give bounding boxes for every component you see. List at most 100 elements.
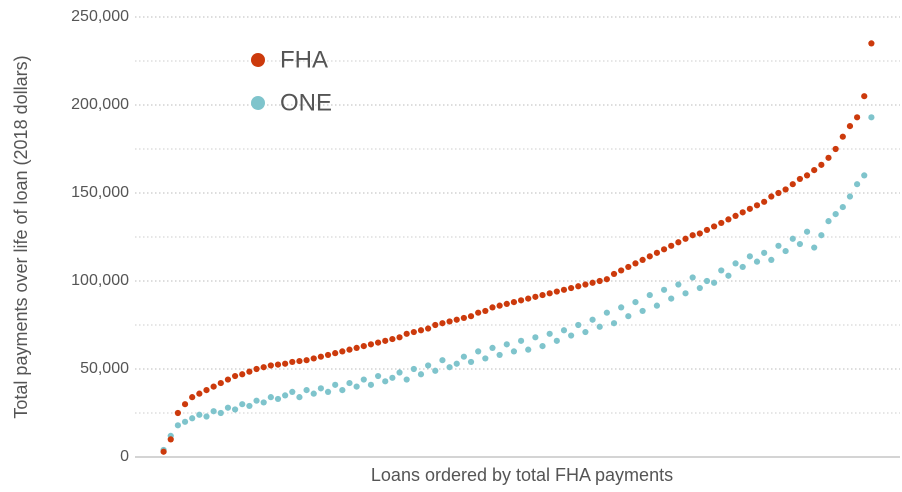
point <box>196 411 203 418</box>
point <box>460 314 467 322</box>
y-tick-label: 50,000 <box>80 360 129 377</box>
point <box>453 360 460 367</box>
point <box>546 330 553 337</box>
point <box>703 277 711 285</box>
point <box>439 357 446 364</box>
point <box>181 401 189 408</box>
point <box>646 253 653 260</box>
point <box>618 267 625 274</box>
point <box>560 286 568 293</box>
point <box>482 355 489 362</box>
point <box>854 114 861 121</box>
point <box>489 304 496 311</box>
point <box>239 401 246 408</box>
point <box>189 394 196 401</box>
point <box>582 281 589 288</box>
point <box>675 281 682 288</box>
point <box>603 276 610 283</box>
point <box>446 318 453 325</box>
point <box>339 348 346 355</box>
point <box>217 379 224 387</box>
point <box>589 316 596 323</box>
point <box>310 390 317 397</box>
point <box>332 350 339 357</box>
point <box>753 258 761 265</box>
point <box>668 295 675 302</box>
point <box>818 232 825 239</box>
point <box>532 334 539 341</box>
point <box>696 230 703 237</box>
point <box>282 392 289 399</box>
point <box>289 358 296 366</box>
point <box>174 409 181 417</box>
point <box>210 408 217 415</box>
point <box>475 348 482 355</box>
point <box>803 228 811 235</box>
point <box>868 114 875 121</box>
point <box>231 372 239 380</box>
point <box>253 397 260 404</box>
point <box>417 327 425 334</box>
point <box>410 365 417 373</box>
point <box>646 291 653 299</box>
point <box>732 212 739 219</box>
point <box>403 376 410 383</box>
point <box>811 244 818 251</box>
point <box>403 330 410 337</box>
point <box>260 364 267 371</box>
point <box>231 406 239 413</box>
point <box>560 327 568 334</box>
point <box>274 395 282 403</box>
point <box>382 378 389 385</box>
point <box>160 448 167 455</box>
legend-marker <box>251 96 265 110</box>
point <box>832 145 839 153</box>
point <box>374 339 382 346</box>
point <box>324 388 332 395</box>
point <box>260 399 267 406</box>
point <box>532 293 539 300</box>
point <box>196 390 203 397</box>
y-tick-label: 0 <box>120 448 129 465</box>
point <box>367 381 375 388</box>
point <box>568 284 575 292</box>
point <box>181 418 189 425</box>
point <box>274 361 282 368</box>
point <box>503 300 510 307</box>
point <box>525 346 532 353</box>
point <box>625 263 632 271</box>
point <box>382 337 389 344</box>
point <box>839 133 846 140</box>
point <box>711 279 718 286</box>
point <box>525 295 532 302</box>
point <box>761 198 768 205</box>
point <box>460 353 467 360</box>
point <box>303 357 310 364</box>
point <box>660 286 668 293</box>
point <box>396 334 403 341</box>
point <box>575 283 582 290</box>
point <box>753 202 761 209</box>
point <box>517 297 525 304</box>
point <box>825 218 832 225</box>
point <box>832 211 839 218</box>
point <box>732 260 739 267</box>
point <box>517 337 525 344</box>
point <box>346 346 353 353</box>
point <box>682 235 689 242</box>
point <box>475 309 482 316</box>
point <box>610 320 618 327</box>
point <box>568 332 575 339</box>
point <box>761 249 768 256</box>
point <box>739 209 746 216</box>
point <box>224 404 232 411</box>
point <box>389 335 396 343</box>
point <box>432 321 439 329</box>
point <box>246 368 253 375</box>
point <box>718 219 725 227</box>
point <box>425 362 432 369</box>
y-tick-label: 250,000 <box>71 8 129 25</box>
point <box>711 223 718 230</box>
point <box>417 371 425 378</box>
point <box>303 387 310 394</box>
